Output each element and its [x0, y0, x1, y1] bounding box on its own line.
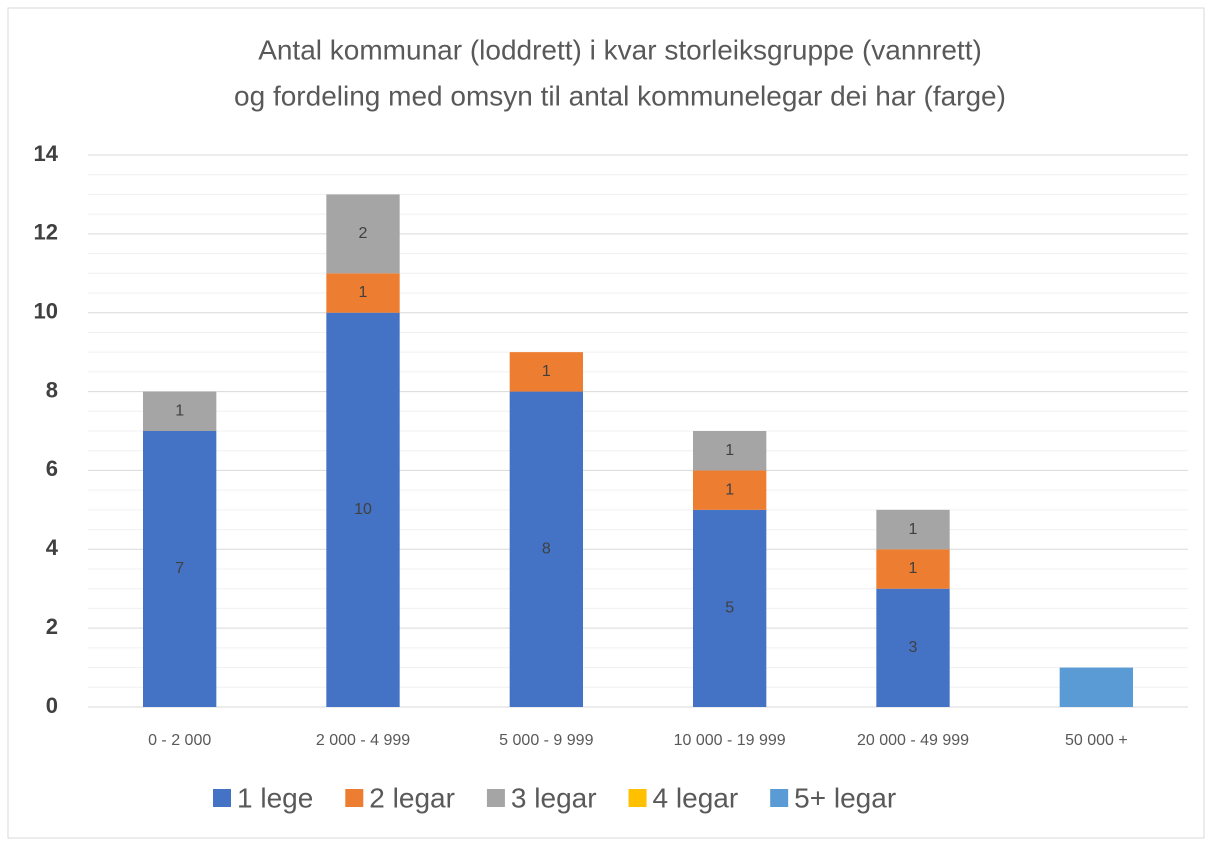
y-tick-label: 6 [46, 456, 58, 481]
data-label: 8 [542, 541, 551, 558]
legend-label: 1 lege [237, 782, 313, 813]
x-tick-label: 5 000 - 9 999 [499, 732, 593, 749]
x-tick-label: 10 000 - 19 999 [674, 732, 786, 749]
bar-segment [693, 431, 767, 471]
x-tick-label: 20 000 - 49 999 [857, 732, 969, 749]
legend-swatch [770, 789, 789, 807]
chart-title: og fordeling med omsyn til antal kommune… [234, 80, 1006, 111]
data-label: 1 [175, 403, 184, 420]
data-label: 1 [542, 363, 551, 380]
data-label: 1 [725, 442, 734, 459]
y-tick-label: 4 [46, 535, 59, 560]
bar-segment [1059, 667, 1133, 707]
legend-label: 2 legar [369, 782, 455, 813]
bar-segment [326, 273, 400, 313]
bar-segment [143, 431, 217, 707]
chart-title: Antal kommunar (loddrett) i kvar storlei… [258, 34, 982, 65]
bar-segment [876, 588, 950, 707]
legend-swatch [213, 789, 231, 807]
y-tick-label: 14 [34, 141, 59, 166]
data-label: 10 [354, 501, 372, 518]
bar-segment [693, 509, 767, 707]
data-label: 1 [909, 560, 918, 577]
data-label: 3 [909, 639, 918, 656]
y-tick-label: 8 [46, 377, 58, 402]
data-label: 1 [909, 521, 918, 538]
y-tick-label: 0 [46, 693, 58, 718]
data-label: 2 [359, 225, 368, 242]
bar-segment [326, 194, 400, 274]
bar-segment [326, 312, 400, 707]
y-tick-label: 2 [46, 614, 58, 639]
legend-label: 3 legar [511, 782, 597, 813]
y-tick-label: 12 [34, 220, 58, 245]
legend-swatch [628, 789, 647, 807]
data-label: 1 [359, 284, 368, 301]
bar-segment [876, 549, 950, 589]
data-label: 7 [175, 560, 184, 577]
bar-segment [693, 470, 767, 510]
y-tick-label: 10 [34, 299, 58, 324]
x-tick-label: 0 - 2 000 [148, 732, 211, 749]
bar-segment [509, 352, 583, 392]
x-tick-label: 2 000 - 4 999 [316, 732, 410, 749]
bar-segment [143, 391, 217, 431]
legend-swatch [345, 789, 364, 807]
x-tick-label: 50 000 + [1065, 732, 1128, 749]
bar-segment [509, 391, 583, 707]
data-label: 5 [725, 600, 734, 617]
data-label: 1 [725, 481, 734, 498]
legend-label: 4 legar [653, 782, 739, 813]
legend-swatch [486, 789, 505, 807]
legend-label: 5+ legar [794, 782, 896, 813]
bar-segment [876, 509, 950, 550]
